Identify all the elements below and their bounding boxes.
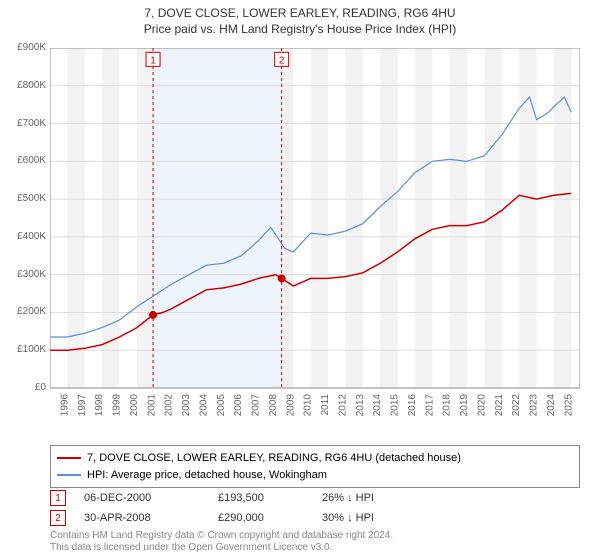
legend-item: HPI: Average price, detached house, Woki… bbox=[57, 467, 573, 484]
svg-text:1995: 1995 bbox=[50, 394, 53, 417]
y-tick-label: £0 bbox=[2, 382, 46, 393]
svg-text:2023: 2023 bbox=[529, 394, 540, 417]
line-chart: 1 2 1995 1996 1997 1998 1999 2000 2001 2002 2003 20… bbox=[50, 48, 580, 418]
legend-swatch bbox=[57, 457, 81, 459]
table-row: 1 06-DEC-2000 £193,500 26% ↓ HPI bbox=[50, 488, 580, 508]
svg-text:1996: 1996 bbox=[59, 394, 70, 417]
transaction-table: 1 06-DEC-2000 £193,500 26% ↓ HPI 2 30-AP… bbox=[50, 488, 580, 528]
footer-attribution: Contains HM Land Registry data © Crown c… bbox=[50, 530, 580, 554]
svg-text:2014: 2014 bbox=[372, 394, 383, 417]
event-number: 1 bbox=[55, 493, 61, 504]
cell-hpi: 30% ↓ HPI bbox=[322, 512, 422, 524]
y-tick-label: £900K bbox=[2, 42, 46, 53]
y-tick-label: £300K bbox=[2, 269, 46, 280]
svg-text:2002: 2002 bbox=[164, 394, 175, 417]
y-tick-label: £700K bbox=[2, 118, 46, 129]
event-marker-icon: 2 bbox=[50, 510, 66, 526]
svg-text:2008: 2008 bbox=[268, 394, 279, 417]
svg-text:2012: 2012 bbox=[337, 394, 348, 417]
svg-text:2004: 2004 bbox=[198, 394, 209, 417]
svg-text:2017: 2017 bbox=[424, 394, 435, 417]
svg-text:2007: 2007 bbox=[251, 394, 262, 417]
svg-text:1999: 1999 bbox=[112, 394, 123, 417]
y-tick-label: £200K bbox=[2, 306, 46, 317]
svg-text:2000: 2000 bbox=[129, 394, 140, 417]
cell-hpi: 26% ↓ HPI bbox=[322, 492, 422, 504]
svg-text:2025: 2025 bbox=[563, 394, 574, 417]
svg-text:1997: 1997 bbox=[77, 394, 88, 417]
event-number: 2 bbox=[55, 513, 61, 524]
legend: 7, DOVE CLOSE, LOWER EARLEY, READING, RG… bbox=[50, 445, 580, 488]
svg-text:2021: 2021 bbox=[494, 394, 505, 417]
legend-item: 7, DOVE CLOSE, LOWER EARLEY, READING, RG… bbox=[57, 450, 573, 467]
event-marker-icon: 1 bbox=[50, 490, 66, 506]
svg-text:2: 2 bbox=[279, 55, 285, 66]
cell-price: £193,500 bbox=[218, 492, 318, 504]
y-tick-label: £100K bbox=[2, 344, 46, 355]
svg-text:2009: 2009 bbox=[285, 394, 296, 417]
svg-text:2013: 2013 bbox=[355, 394, 366, 417]
svg-text:2011: 2011 bbox=[320, 394, 331, 416]
legend-label: HPI: Average price, detached house, Woki… bbox=[87, 467, 327, 484]
svg-text:2003: 2003 bbox=[181, 394, 192, 417]
svg-text:2010: 2010 bbox=[303, 394, 314, 417]
cell-price: £290,000 bbox=[218, 512, 318, 524]
cell-date: 30-APR-2008 bbox=[84, 512, 214, 524]
svg-text:2020: 2020 bbox=[476, 394, 487, 417]
y-tick-label: £800K bbox=[2, 80, 46, 91]
svg-text:2016: 2016 bbox=[407, 394, 418, 417]
y-tick-label: £400K bbox=[2, 231, 46, 242]
cell-date: 06-DEC-2000 bbox=[84, 492, 214, 504]
y-tick-label: £600K bbox=[2, 155, 46, 166]
svg-text:1998: 1998 bbox=[94, 394, 105, 417]
svg-text:2005: 2005 bbox=[216, 394, 227, 417]
title-address: 7, DOVE CLOSE, LOWER EARLEY, READING, RG… bbox=[0, 6, 600, 20]
legend-label: 7, DOVE CLOSE, LOWER EARLEY, READING, RG… bbox=[87, 450, 461, 467]
chart-area: 1 2 1995 1996 1997 1998 1999 2000 2001 2002 2003 20… bbox=[50, 48, 580, 418]
svg-text:2006: 2006 bbox=[233, 394, 244, 417]
svg-text:2019: 2019 bbox=[459, 394, 470, 417]
svg-text:2022: 2022 bbox=[511, 394, 522, 417]
chart-container: 7, DOVE CLOSE, LOWER EARLEY, READING, RG… bbox=[0, 0, 600, 560]
y-tick-label: £500K bbox=[2, 193, 46, 204]
legend-swatch bbox=[57, 474, 81, 476]
footer-line: This data is licensed under the Open Gov… bbox=[50, 542, 580, 554]
table-row: 2 30-APR-2008 £290,000 30% ↓ HPI bbox=[50, 508, 580, 528]
svg-text:2015: 2015 bbox=[390, 394, 401, 417]
svg-text:2024: 2024 bbox=[546, 394, 557, 417]
footer-line: Contains HM Land Registry data © Crown c… bbox=[50, 530, 580, 542]
title-subtitle: Price paid vs. HM Land Registry's House … bbox=[0, 22, 600, 36]
svg-text:2018: 2018 bbox=[442, 394, 453, 417]
title-block: 7, DOVE CLOSE, LOWER EARLEY, READING, RG… bbox=[0, 0, 600, 36]
svg-text:1: 1 bbox=[150, 55, 156, 66]
svg-text:2001: 2001 bbox=[146, 394, 157, 417]
